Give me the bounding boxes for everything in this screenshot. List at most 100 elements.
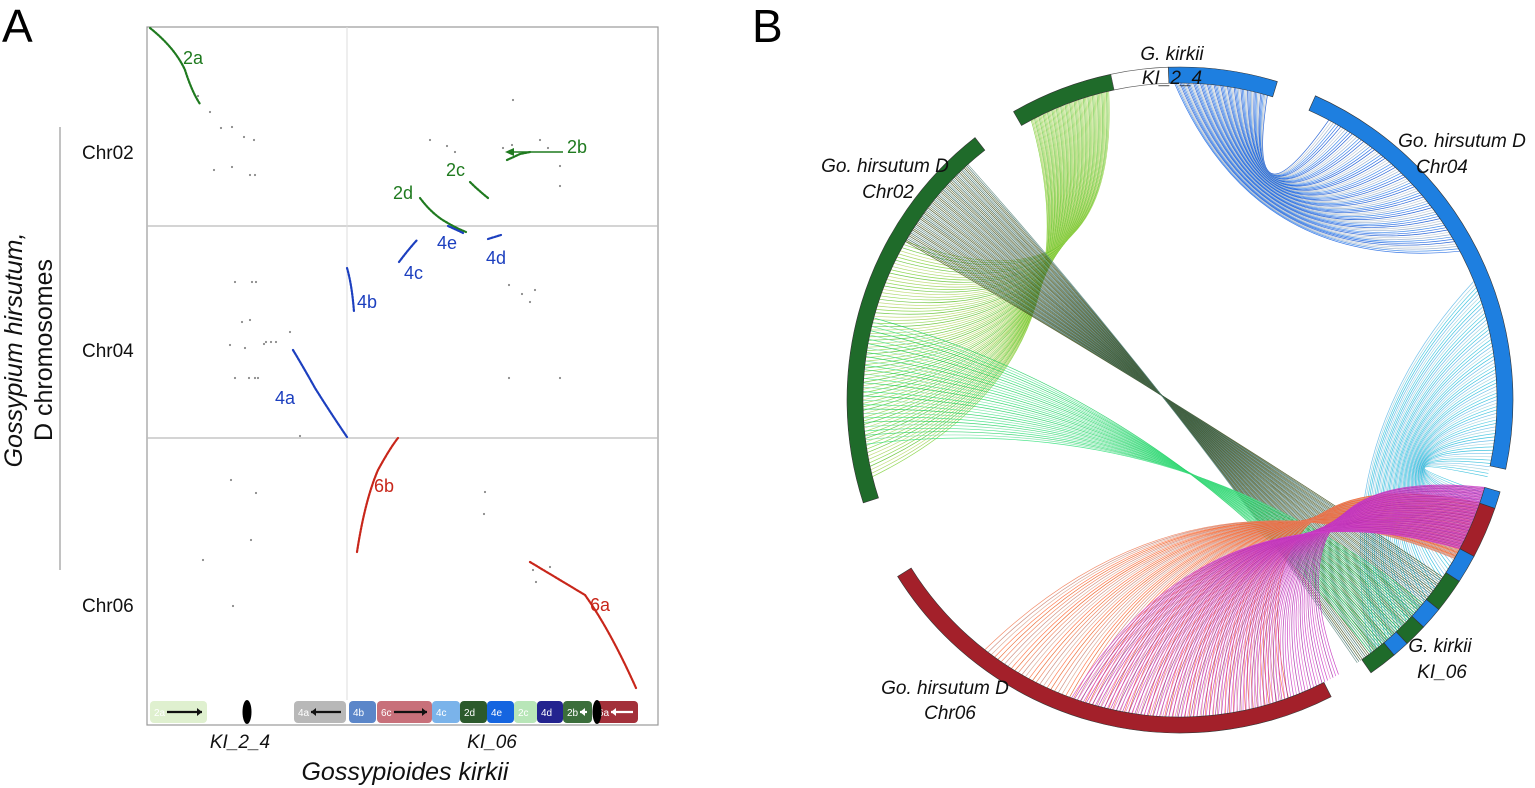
- ribbon-chr02-ki06-light: [872, 321, 1374, 652]
- hit-dot: [252, 138, 256, 142]
- ribbon-ki24-chr04: [1201, 83, 1431, 219]
- contig-label-ki-06: KI_06: [467, 732, 517, 753]
- hit-dot: [483, 490, 487, 494]
- ribbon-ki24-chr04: [1206, 84, 1424, 213]
- ribbon-chr04-ki06: [1404, 372, 1496, 587]
- ribbon-chr06-ki06-magenta: [1196, 513, 1473, 717]
- ribbon-chr06-ki06-magenta: [1128, 524, 1467, 713]
- ribbon-chr06-ki06-magenta: [1221, 509, 1476, 715]
- ribbon-chr06-ki06-magenta: [1143, 522, 1468, 716]
- ribbon-chr06-ki06-magenta: [1239, 506, 1477, 712]
- ribbon-ki24-chr04: [1210, 84, 1419, 209]
- ribbon-chr04-ki06: [1394, 345, 1493, 608]
- ribbon-chr06-ki06-magenta: [1140, 522, 1468, 715]
- ribbon-chr06-ki06-magenta: [1199, 513, 1474, 717]
- segment-label-4d: 4d: [486, 248, 506, 268]
- hit-dot: [233, 280, 237, 284]
- ribbon-chr06-ki06-magenta: [1174, 517, 1471, 718]
- hit-dot: [228, 343, 232, 347]
- ribbon-chr02-ki06-light: [864, 364, 1393, 637]
- ribbon-ki24-chr04: [1204, 83, 1428, 216]
- ideogram-ki-2-4-blue: [1168, 66, 1278, 98]
- ribbon-ki24-chr04: [1214, 84, 1413, 206]
- segment-6b: [355, 436, 400, 554]
- hit-dot: [501, 146, 505, 150]
- ribbon-chr06-ki06-magenta: [1122, 525, 1466, 712]
- ribbon-ki24-chr04: [1182, 82, 1452, 242]
- y-axis-label-line2: D chromosomes: [30, 259, 58, 441]
- hit-dot: [298, 434, 302, 438]
- circos-label-chr04-line1: Go. hirsutum D: [1398, 131, 1526, 152]
- hit-dot: [533, 288, 537, 292]
- ribbon-chr02-ki06-light: [863, 382, 1400, 630]
- ribbon-ki24-chr04: [1221, 85, 1404, 200]
- ribbon-chr06-ki06-magenta: [1171, 518, 1471, 717]
- ribbon-chr06-ki06-orange: [987, 520, 1456, 653]
- ribbon-chr02-ki06-light: [865, 360, 1391, 638]
- segment-label-6b: 6b: [374, 476, 394, 496]
- segment-labels: 2a 2b 2c 2d 4a 4b 4c 4d 4e 6a 6b: [183, 48, 611, 615]
- ribbon-chr02-ki24: [872, 120, 1048, 478]
- hit-dot: [482, 512, 486, 516]
- hit-dot: [248, 318, 252, 322]
- dotplot-panel: Chr02 Chr04 Chr06 Gossypium hirsutum, D …: [0, 26, 659, 786]
- ribbon-chr06-ki06-magenta: [1116, 526, 1466, 711]
- circos-ideogram: [846, 66, 1514, 734]
- ideogram-chr02: [846, 137, 986, 504]
- ribbon-chr06-ki06-magenta: [1083, 530, 1462, 703]
- ribbon-chr06-ki06-magenta: [1146, 521, 1469, 716]
- block-2b: [563, 701, 592, 723]
- ribbon-chr06-ki06-magenta: [1091, 529, 1463, 705]
- ribbon-ki24-chr04: [1205, 83, 1426, 215]
- ribbon-ki24-chr04: [1175, 82, 1459, 252]
- hit-dot: [453, 150, 457, 154]
- ribbon-chr06-ki06-magenta: [1236, 506, 1477, 712]
- ribbon-chr06-ki06-magenta: [1262, 501, 1479, 706]
- ribbon-ki24-chr04: [1176, 82, 1458, 250]
- hit-dot: [510, 143, 514, 147]
- segment-label-4a: 4a: [275, 388, 296, 408]
- ribbon-chr06-ki06-magenta: [1074, 531, 1461, 700]
- ribbon-chr02-ki06-light: [864, 427, 1419, 610]
- ribbon-chr06-ki06-magenta: [1187, 515, 1473, 717]
- ribbon-ki24-chr04: [1216, 85, 1411, 204]
- ribbon-chr02-ki24: [866, 115, 1054, 446]
- ribbon-chr02-ki24: [869, 117, 1051, 464]
- ribbon-chr06-ki06-magenta: [1097, 528, 1464, 707]
- segment-label-2a: 2a: [183, 48, 204, 68]
- ribbon-chr02-ki06-light: [866, 351, 1387, 641]
- ribbon-ki24-chr04: [1191, 83, 1442, 230]
- ribbon-ki24-chr04: [1193, 83, 1441, 228]
- ideogram-ki-06-green3: [1361, 642, 1395, 674]
- ribbon-chr06-ki06-magenta: [1106, 527, 1465, 709]
- dotplot-frame: [146, 26, 659, 726]
- ribbon-chr02-ki06-light: [869, 334, 1379, 648]
- segment-label-4c: 4c: [404, 263, 423, 283]
- segment-label-2d: 2d: [393, 183, 413, 203]
- ribbon-chr02-ki06-light: [867, 347, 1385, 643]
- ribbon-ki24-chr04: [1195, 83, 1437, 225]
- background-hits: [196, 94, 562, 608]
- panel-b-letter: B: [752, 0, 783, 52]
- ribbon-chr06-ki06-magenta: [1156, 520, 1470, 717]
- hit-dot: [248, 173, 252, 177]
- ribbon-ki24-chr04: [1217, 85, 1410, 203]
- hit-dot: [511, 98, 515, 102]
- synteny-segments: [148, 26, 638, 690]
- block-label-6c: 6c: [381, 708, 392, 719]
- circos-label-chr06-line2: Chr06: [924, 703, 976, 724]
- ribbon-chr02-ki24: [890, 93, 1100, 281]
- ribbon-chr02-ki06-light: [866, 437, 1424, 605]
- block-label-4e: 4e: [491, 708, 503, 719]
- ribbon-chr06-ki06-magenta: [1180, 516, 1472, 718]
- hit-dot: [507, 376, 511, 380]
- block-label-2b: 2b: [567, 708, 579, 719]
- ribbon-chr06-ki06-magenta: [1282, 496, 1481, 699]
- circos-label-chr02-line1: Go. hirsutum D: [821, 156, 949, 177]
- block-label-2a: 2a: [154, 708, 166, 719]
- ribbon-chr06-ki06-magenta: [1254, 503, 1479, 708]
- ribbon-chr02-ki06-light: [865, 434, 1422, 606]
- 2b-pointer-arrowhead: [505, 148, 514, 156]
- ribbon-ki24-chr04: [1194, 83, 1439, 227]
